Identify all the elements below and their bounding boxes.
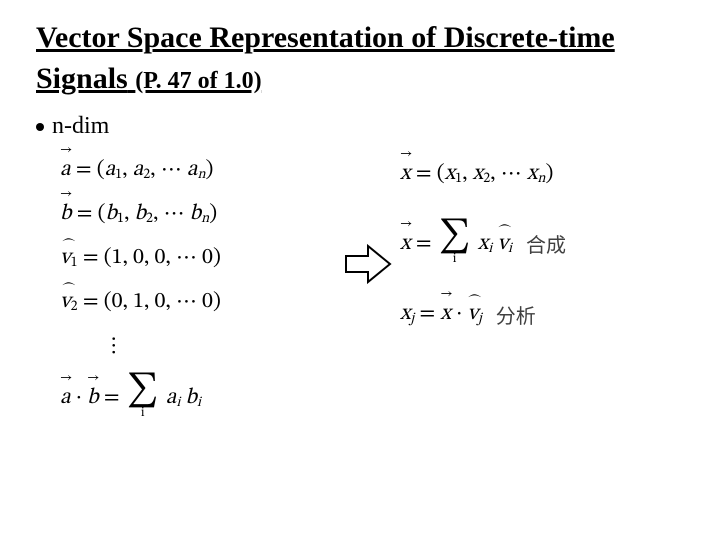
title-main: Vector Space Representation of Discrete-…	[36, 21, 615, 95]
label-analysis: 分析	[496, 300, 536, 329]
bullet-icon	[36, 123, 44, 131]
eq-vertical-ellipsis: ⋮	[60, 332, 360, 360]
eq-v1-basis: ⌢v1 = (1, 0, 0, ⋯ 0)	[60, 244, 360, 272]
eq-b-vector: →b = (b1, b2, ⋯ bn)	[60, 200, 360, 228]
label-synthesis: 合成	[526, 229, 566, 258]
eq-a-vector: →a = (a1, a2, ⋯ an)	[60, 156, 360, 184]
right-column: →x = (x1, x2, ⋯ xn) →x = ∑ i xi ⌢vi 合成 x…	[360, 146, 684, 436]
eq-synthesis: →x = ∑ i xi ⌢vi 合成	[400, 222, 684, 266]
left-column: →a = (a1, a2, ⋯ an) →b = (b1, b2, ⋯ bn) …	[36, 146, 360, 436]
sigma-icon: ∑ i	[127, 376, 159, 420]
eq-v2-basis: ⌢v2 = (0, 1, 0, ⋯ 0)	[60, 288, 360, 316]
eq-analysis: xj = →x · ⌢vj 分析	[400, 300, 684, 329]
slide-title: Vector Space Representation of Discrete-…	[36, 18, 684, 99]
eq-x-vector: →x = (x1, x2, ⋯ xn)	[400, 160, 684, 188]
title-page-ref: (P. 47 of 1.0)	[135, 68, 261, 94]
slide: Vector Space Representation of Discrete-…	[0, 0, 720, 540]
content-columns: →a = (a1, a2, ⋯ an) →b = (b1, b2, ⋯ bn) …	[36, 146, 684, 436]
bullet-text: n-dim	[52, 113, 109, 140]
block-arrow-icon	[342, 242, 394, 286]
eq-dot-product: →a · →b = ∑ i ai bi	[60, 376, 360, 420]
bullet-item: n-dim	[36, 113, 684, 140]
sigma-icon: ∑ i	[439, 222, 471, 266]
